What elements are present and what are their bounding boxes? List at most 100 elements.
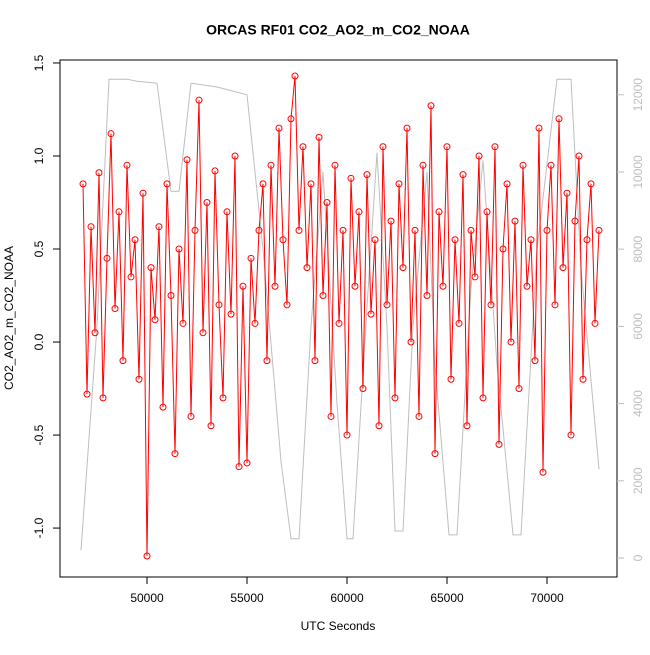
point-marker <box>231 152 239 160</box>
point-marker <box>355 208 363 216</box>
y2-tick-label: 4000 <box>631 390 645 417</box>
point-marker <box>339 226 347 234</box>
point-marker <box>235 463 243 471</box>
point-marker <box>563 189 571 197</box>
point-marker <box>291 72 299 80</box>
point-marker <box>451 236 459 244</box>
point-marker <box>187 412 195 420</box>
point-marker <box>279 236 287 244</box>
point-marker <box>379 143 387 151</box>
point-marker <box>479 394 487 402</box>
point-marker <box>331 161 339 169</box>
point-marker <box>223 208 231 216</box>
point-marker <box>559 264 567 272</box>
point-marker <box>319 292 327 300</box>
point-marker <box>103 254 111 262</box>
point-marker <box>239 282 247 290</box>
point-marker <box>415 412 423 420</box>
point-marker <box>139 189 147 197</box>
point-marker <box>107 130 115 138</box>
point-marker <box>383 301 391 309</box>
point-marker <box>255 226 263 234</box>
point-marker <box>547 161 555 169</box>
point-marker <box>471 273 479 281</box>
y-tick-label: 0.5 <box>32 240 46 257</box>
y-tick-label: -0.5 <box>32 424 46 445</box>
point-marker <box>371 236 379 244</box>
point-marker <box>131 236 139 244</box>
point-marker <box>299 143 307 151</box>
point-marker <box>251 319 259 327</box>
point-marker <box>303 264 311 272</box>
point-marker <box>555 115 563 123</box>
point-marker <box>427 102 435 110</box>
point-marker <box>431 450 439 458</box>
point-marker <box>407 338 415 346</box>
point-marker <box>159 403 167 411</box>
point-marker <box>503 180 511 188</box>
point-marker <box>259 180 267 188</box>
series-line <box>82 75 600 556</box>
point-marker <box>83 390 91 398</box>
point-marker <box>351 282 359 290</box>
point-marker <box>523 282 531 290</box>
point-marker <box>463 422 471 430</box>
point-marker <box>459 171 467 179</box>
point-marker <box>543 226 551 234</box>
x-tick-label: 60000 <box>330 591 364 605</box>
point-marker <box>591 319 599 327</box>
point-marker <box>271 282 279 290</box>
x-tick-label: 65000 <box>430 591 464 605</box>
point-marker <box>511 217 519 225</box>
point-marker <box>215 301 223 309</box>
point-marker <box>127 273 135 281</box>
point-marker <box>315 133 323 141</box>
point-marker <box>99 394 107 402</box>
point-marker <box>567 431 575 439</box>
point-marker <box>247 254 255 262</box>
point-marker <box>507 338 515 346</box>
point-marker <box>515 385 523 393</box>
point-marker <box>435 208 443 216</box>
point-marker <box>119 357 127 365</box>
point-marker <box>327 412 335 420</box>
point-marker <box>483 208 491 216</box>
x-tick-label: 55000 <box>230 591 264 605</box>
y-tick-label: 0.0 <box>32 333 46 350</box>
point-marker <box>295 226 303 234</box>
point-marker <box>111 305 119 313</box>
point-marker <box>583 236 591 244</box>
plot-frame <box>59 59 618 578</box>
y-tick-label: 1.0 <box>32 147 46 164</box>
point-marker <box>283 301 291 309</box>
y2-tick-label: 8000 <box>631 235 645 262</box>
y-tick-label: 1.5 <box>32 54 46 71</box>
point-marker <box>167 292 175 300</box>
point-marker <box>191 226 199 234</box>
point-marker <box>519 161 527 169</box>
point-marker <box>115 208 123 216</box>
point-marker <box>595 226 603 234</box>
point-marker <box>387 217 395 225</box>
point-marker <box>199 329 207 337</box>
point-marker <box>467 226 475 234</box>
point-marker <box>87 223 95 231</box>
point-marker <box>203 199 211 207</box>
point-marker <box>267 161 275 169</box>
chart-title: ORCAS RF01 CO2_AO2_m_CO2_NOAA <box>206 22 470 38</box>
point-marker <box>475 152 483 160</box>
point-marker <box>447 375 455 383</box>
point-marker <box>171 450 179 458</box>
point-marker <box>143 552 151 560</box>
point-marker <box>163 180 171 188</box>
point-marker <box>243 459 251 467</box>
point-marker <box>575 152 583 160</box>
point-marker <box>531 357 539 365</box>
point-marker <box>359 385 367 393</box>
x-tick-label: 70000 <box>530 591 564 605</box>
y2-tick-label: 12000 <box>631 78 645 112</box>
point-marker <box>579 375 587 383</box>
point-marker <box>571 217 579 225</box>
point-marker <box>395 180 403 188</box>
